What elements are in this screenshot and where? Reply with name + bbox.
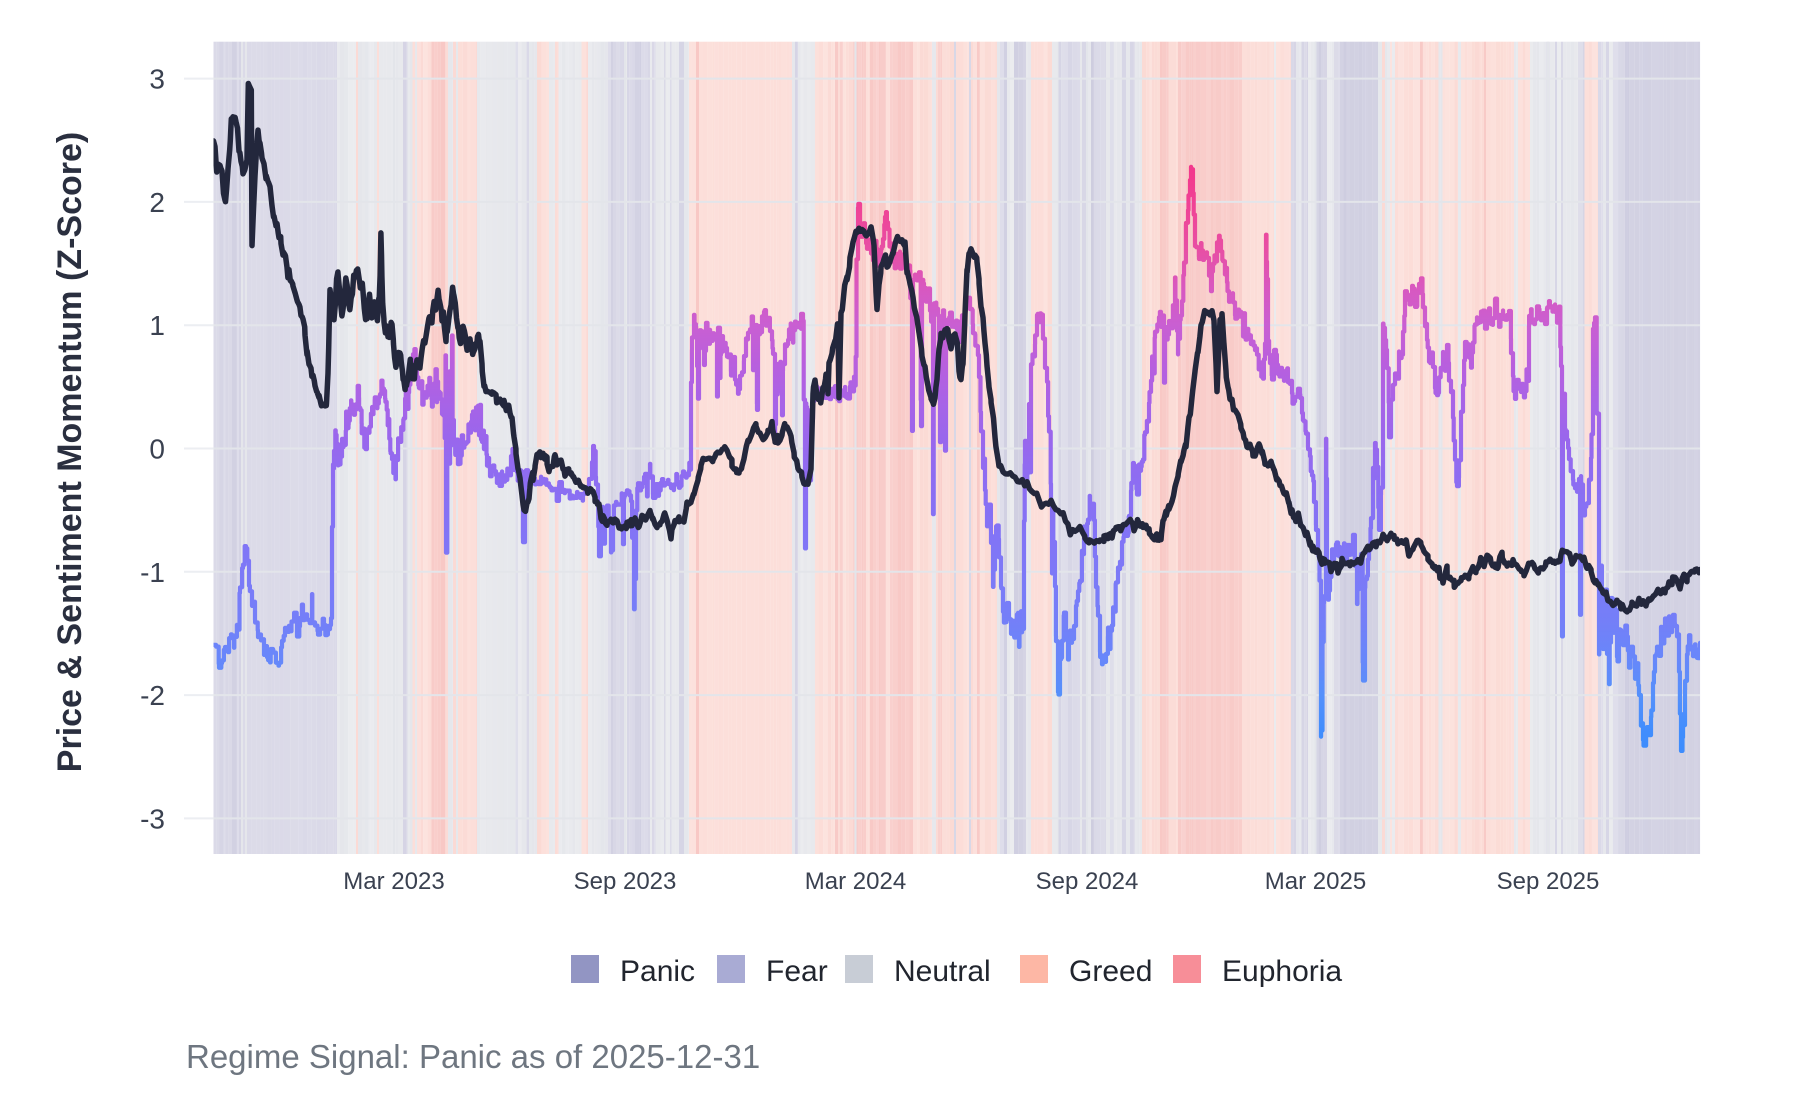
svg-text:1: 1 bbox=[149, 310, 165, 341]
svg-text:Mar 2025: Mar 2025 bbox=[1265, 868, 1366, 895]
svg-text:Mar 2024: Mar 2024 bbox=[805, 868, 906, 895]
svg-text:-1: -1 bbox=[140, 557, 165, 588]
svg-text:Neutral: Neutral bbox=[894, 955, 991, 988]
svg-text:3: 3 bbox=[149, 64, 165, 95]
svg-text:Mar 2023: Mar 2023 bbox=[343, 868, 444, 895]
svg-text:Sep 2023: Sep 2023 bbox=[574, 868, 677, 895]
svg-text:Regime Signal: Panic as of 202: Regime Signal: Panic as of 2025-12-31 bbox=[186, 1038, 760, 1075]
svg-text:0: 0 bbox=[149, 434, 165, 465]
svg-text:Price & Sentiment Momentum (Z-: Price & Sentiment Momentum (Z-Score) bbox=[51, 132, 89, 772]
svg-text:2: 2 bbox=[149, 187, 165, 218]
svg-text:Fear: Fear bbox=[766, 955, 828, 988]
svg-text:Sep 2025: Sep 2025 bbox=[1497, 868, 1600, 895]
svg-text:Panic: Panic bbox=[620, 955, 695, 988]
svg-text:-2: -2 bbox=[140, 680, 165, 711]
svg-text:Greed: Greed bbox=[1069, 955, 1152, 988]
svg-text:Euphoria: Euphoria bbox=[1222, 955, 1342, 988]
svg-text:-3: -3 bbox=[140, 803, 165, 834]
svg-text:Sep 2024: Sep 2024 bbox=[1036, 868, 1139, 895]
